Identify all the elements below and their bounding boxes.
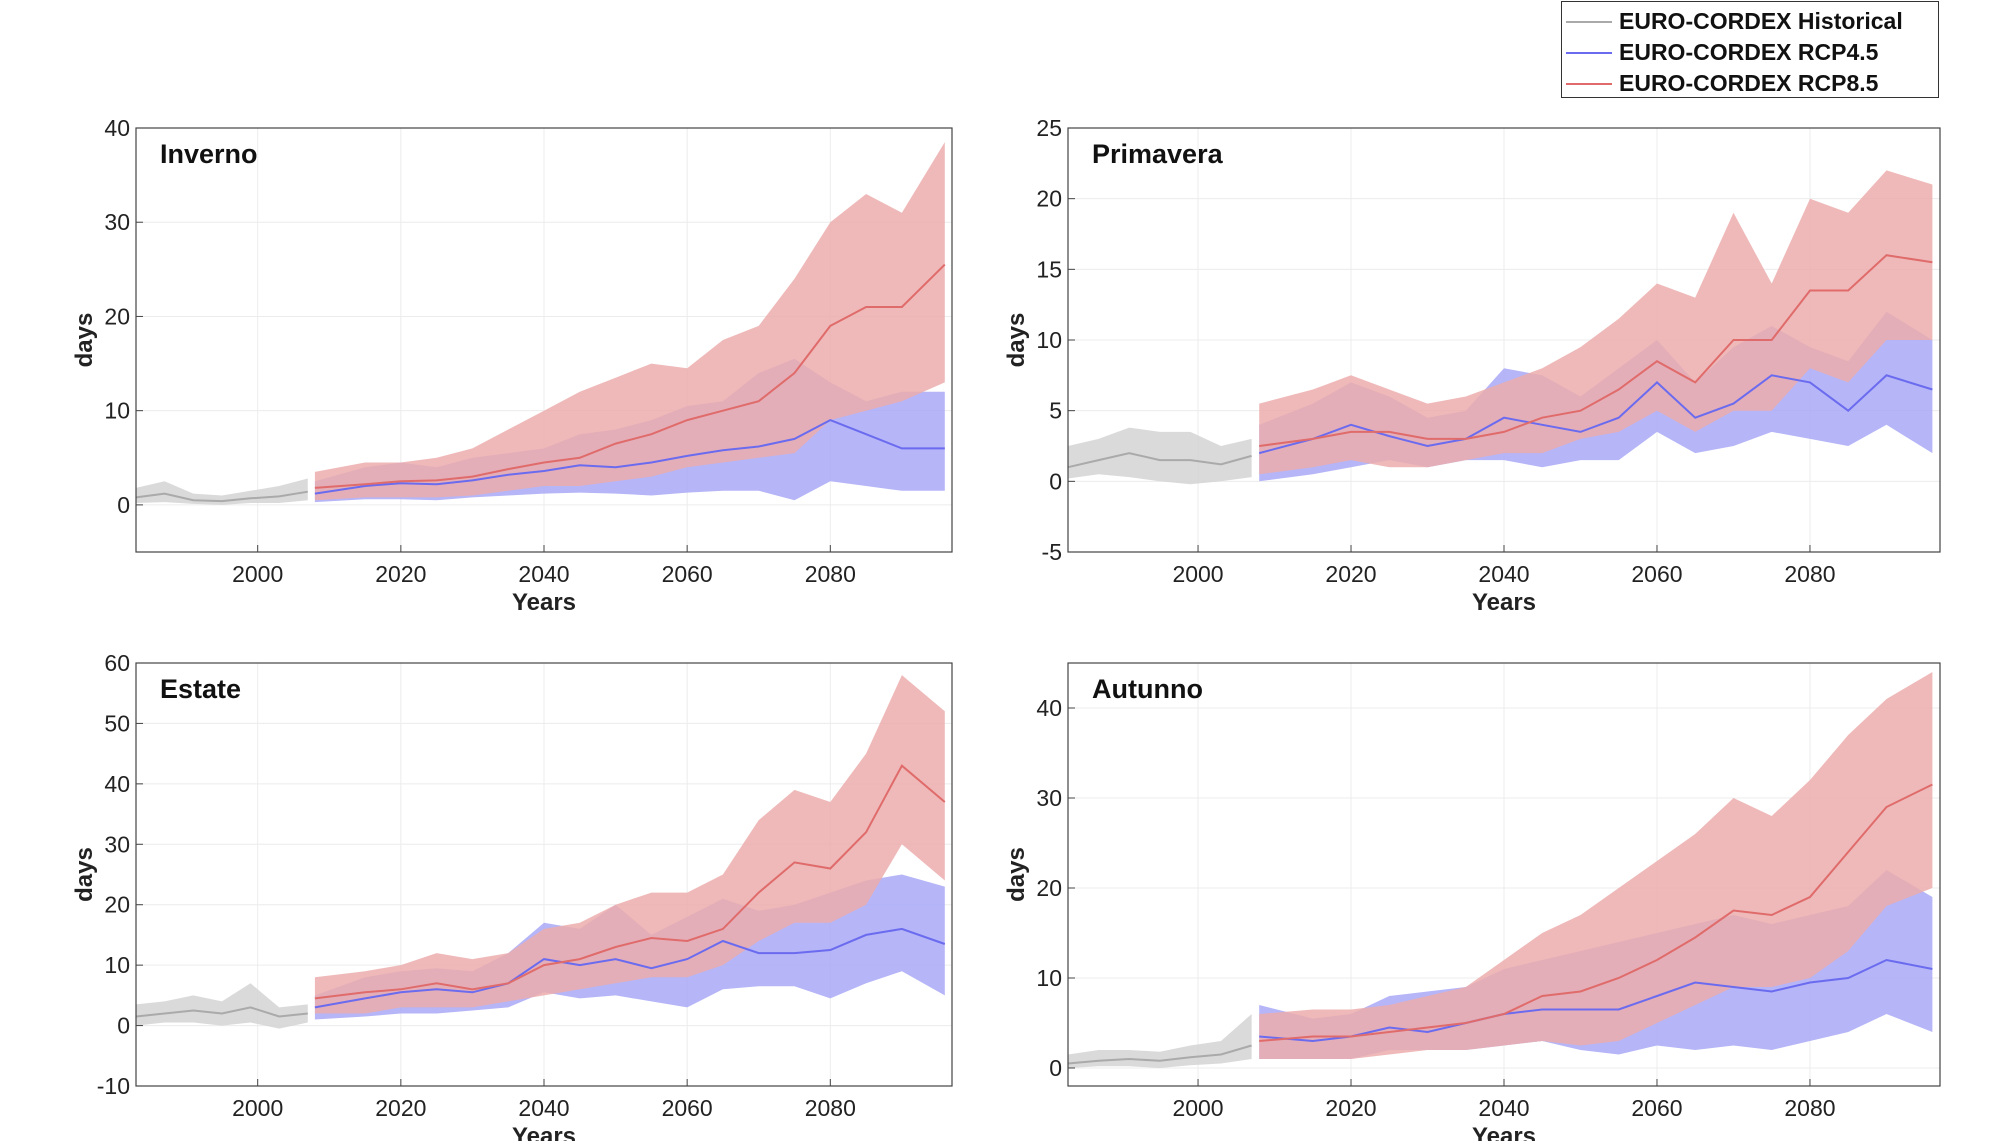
x-tick-label: 2000 — [232, 561, 283, 587]
legend-label-historical: EURO-CORDEX Historical — [1619, 8, 1903, 34]
y-tick-label: -10 — [97, 1073, 130, 1099]
y-tick-label: 0 — [1049, 468, 1062, 494]
x-tick-label: 2060 — [1631, 1095, 1682, 1121]
legend-entry-historical: EURO-CORDEX Historical — [1562, 6, 1938, 36]
y-axis-label: days — [71, 847, 98, 902]
x-tick-label: 2080 — [805, 561, 856, 587]
y-tick-label: 10 — [1036, 965, 1062, 991]
legend: EURO-CORDEX Historical EURO-CORDEX RCP4.… — [1561, 1, 1939, 98]
x-tick-label: 2040 — [518, 561, 569, 587]
x-tick-label: 2000 — [232, 1095, 283, 1121]
band-historical — [1068, 427, 1252, 485]
line-historical — [1067, 452, 1252, 469]
band-rcp85 — [1259, 170, 1933, 475]
band-historical — [136, 983, 308, 1029]
x-tick-label: 2040 — [1478, 1095, 1529, 1121]
y-tick-label: 20 — [104, 303, 130, 329]
x-axis-label: Years — [512, 589, 576, 616]
x-tick-label: 2020 — [1325, 1095, 1376, 1121]
band-historical — [1068, 1014, 1252, 1068]
x-axis-label: Years — [1472, 1123, 1536, 1141]
panel-title: Primavera — [1092, 139, 1224, 169]
band-rcp85 — [1259, 672, 1933, 1059]
x-tick-label: 2080 — [1784, 561, 1835, 587]
y-tick-label: 20 — [1036, 186, 1062, 212]
y-tick-label: 30 — [1036, 785, 1062, 811]
line-historical — [135, 1006, 308, 1018]
y-tick-label: 0 — [117, 492, 130, 518]
legend-label-rcp85: EURO-CORDEX RCP8.5 — [1619, 70, 1879, 96]
x-tick-label: 2000 — [1172, 1095, 1223, 1121]
y-tick-label: 5 — [1049, 398, 1062, 424]
y-tick-label: 20 — [104, 892, 130, 918]
y-tick-label: 30 — [104, 209, 130, 235]
y-tick-label: 10 — [1036, 327, 1062, 353]
x-tick-label: 2000 — [1172, 561, 1223, 587]
line-rcp45 — [1258, 374, 1933, 455]
y-tick-label: 15 — [1036, 256, 1062, 282]
y-tick-label: -5 — [1042, 539, 1062, 565]
legend-entry-rcp85: EURO-CORDEX RCP8.5 — [1562, 68, 1938, 98]
y-axis-label: days — [71, 313, 98, 368]
y-tick-label: 0 — [117, 1013, 130, 1039]
line-rcp85 — [1259, 254, 1933, 447]
y-tick-label: 10 — [104, 398, 130, 424]
y-tick-label: 25 — [1036, 115, 1062, 141]
y-tick-label: 20 — [1036, 875, 1062, 901]
legend-swatch-rcp85 — [1566, 83, 1612, 85]
legend-swatch-historical — [1566, 21, 1612, 23]
panel-title: Inverno — [160, 139, 258, 169]
panel-autunno: 2000 2020 2040 2060 2080 0 10 20 30 40 Autunno Year… — [1003, 662, 1941, 1141]
line-rcp85 — [314, 263, 946, 489]
y-tick-label: 40 — [1036, 695, 1062, 721]
y-tick-label: 30 — [104, 831, 130, 857]
x-tick-label: 2020 — [375, 1095, 426, 1121]
x-tick-label: 2060 — [662, 561, 713, 587]
band-rcp85 — [314, 675, 945, 1014]
x-axis-label: Years — [1472, 589, 1536, 616]
y-tick-label: 40 — [104, 771, 130, 797]
legend-swatch-rcp45 — [1566, 52, 1612, 54]
legend-label-rcp45: EURO-CORDEX RCP4.5 — [1619, 39, 1879, 65]
x-tick-label: 2040 — [1478, 561, 1529, 587]
x-tick-label: 2040 — [518, 1095, 569, 1121]
legend-entry-rcp45: EURO-CORDEX RCP4.5 — [1562, 37, 1938, 67]
y-tick-label: 40 — [104, 115, 130, 141]
line-rcp45 — [314, 927, 946, 1009]
y-tick-label: 50 — [104, 710, 130, 736]
line-rcp85 — [1259, 783, 1933, 1042]
y-tick-label: 0 — [1049, 1055, 1062, 1081]
line-rcp85 — [314, 764, 946, 1000]
line-historical — [135, 490, 308, 503]
y-axis-label: days — [1003, 313, 1030, 368]
panel-primavera: 2000 2020 2040 2060 2080 -5 0 5 10 15 20 25 Primaver… — [1003, 115, 1941, 616]
x-tick-label: 2060 — [662, 1095, 713, 1121]
x-tick-label: 2080 — [805, 1095, 856, 1121]
x-tick-label: 2020 — [1325, 561, 1376, 587]
line-rcp45 — [1259, 958, 1933, 1043]
band-rcp85 — [314, 142, 945, 501]
x-tick-label: 2060 — [1631, 561, 1682, 587]
panel-estate: 2000 2020 2040 2060 2080 -10 0 10 20 30 40 50 60 Esta… — [71, 650, 953, 1141]
x-tick-label: 2020 — [375, 561, 426, 587]
x-tick-label: 2080 — [1784, 1095, 1835, 1121]
x-axis-label: Years — [512, 1123, 576, 1141]
panel-title: Autunno — [1092, 674, 1203, 704]
y-tick-label: 60 — [104, 650, 130, 676]
y-tick-label: 10 — [104, 952, 130, 978]
line-historical — [1067, 1044, 1252, 1065]
line-rcp45 — [314, 419, 945, 495]
panel-title: Estate — [160, 674, 241, 704]
y-axis-label: days — [1003, 847, 1030, 902]
panel-inverno: 2000 2020 2040 2060 2080 0 10 20 30 40 Inverno Year… — [71, 115, 953, 616]
